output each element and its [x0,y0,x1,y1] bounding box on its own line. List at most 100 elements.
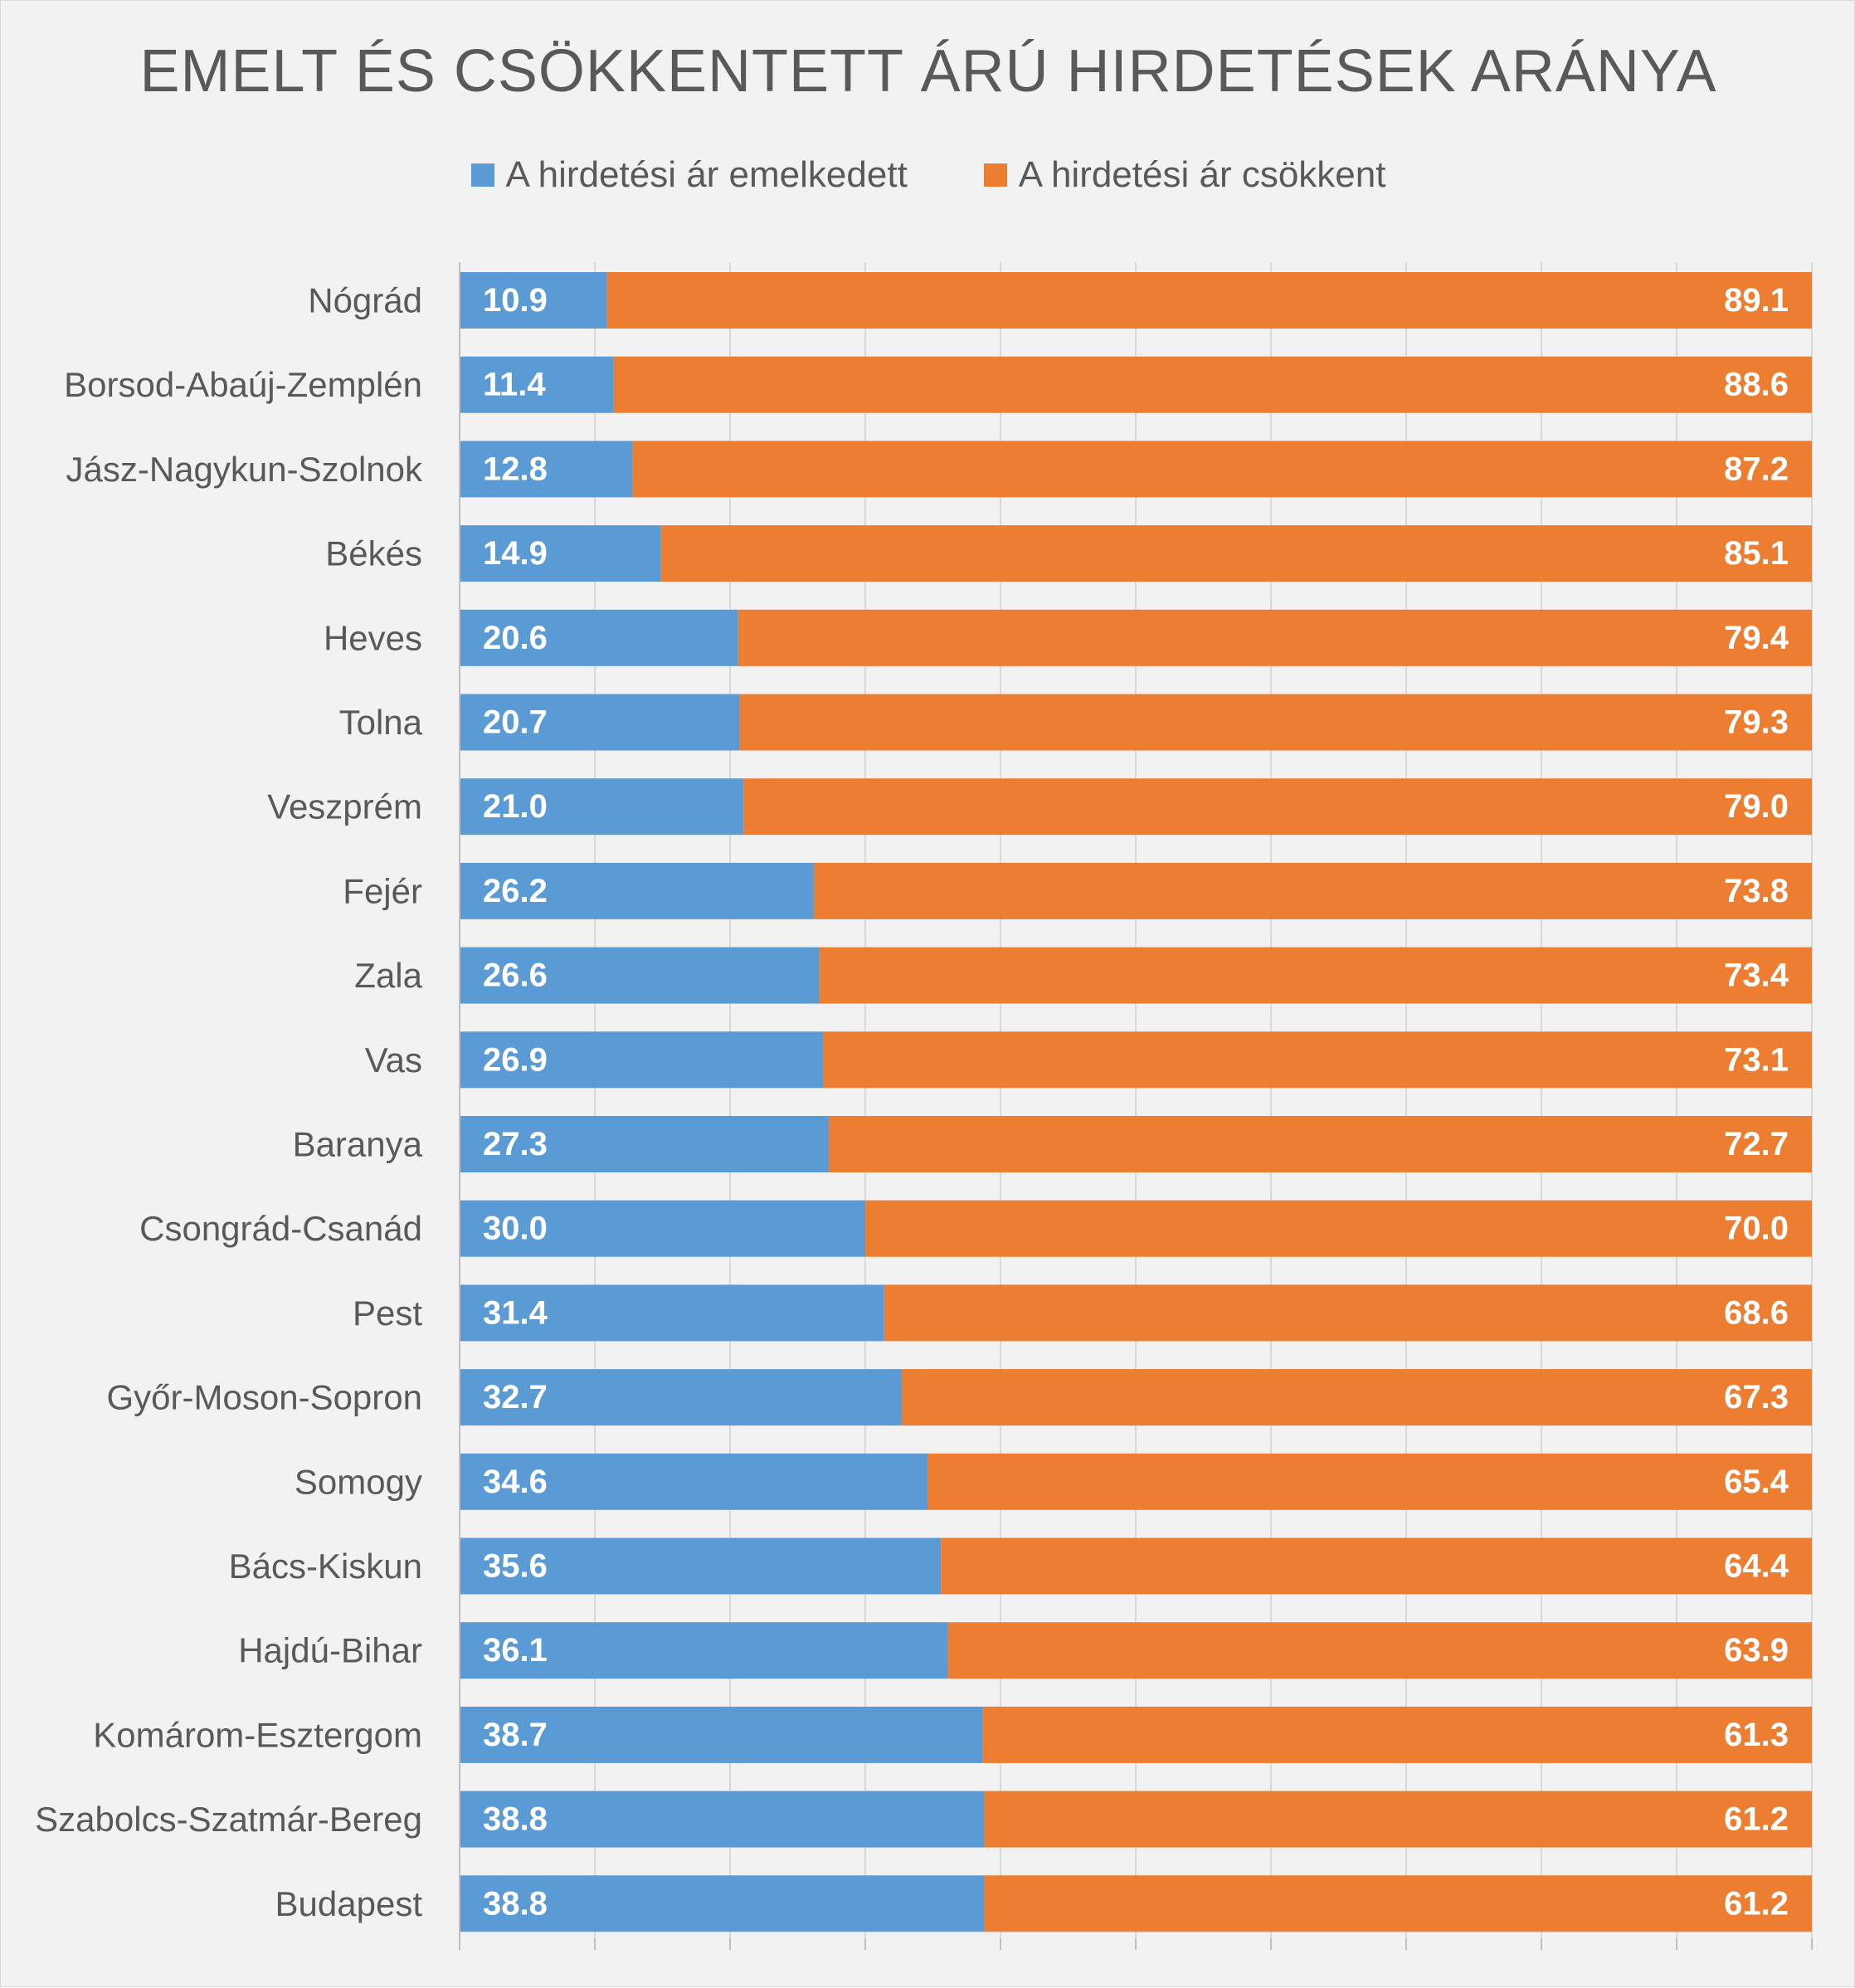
data-label-decreased: 88.6 [1724,367,1789,403]
bar-decreased [632,441,1812,498]
bar-decreased [902,1369,1812,1426]
chart-title: EMELT ÉS CSÖKKENTETT ÁRÚ HIRDETÉSEK ARÁN… [139,38,1717,105]
category-label: Komárom-Esztergom [93,1715,422,1754]
bar-decreased [606,272,1813,329]
bar-decreased [984,1791,1812,1848]
bar-increased [460,778,744,836]
data-label-decreased: 89.1 [1724,282,1789,319]
data-label-decreased: 70.0 [1724,1211,1789,1247]
category-label: Békés [325,534,422,573]
category-label: Vas [365,1040,422,1079]
bar-decreased [865,1200,1812,1257]
category-label: Győr-Moson-Sopron [107,1378,422,1417]
bar-decreased [613,356,1812,413]
data-label-decreased: 61.2 [1724,1801,1789,1838]
category-label: Baranya [293,1125,423,1164]
bar-decreased [941,1537,1812,1595]
bar-increased [460,1200,865,1257]
data-label-decreased: 73.8 [1724,873,1789,909]
bar-increased [460,525,661,582]
category-label: Fejér [343,871,422,910]
bar-increased [460,356,614,413]
data-label-increased: 26.9 [483,1041,548,1078]
category-label: Borsod-Abaúj-Zemplén [64,365,422,404]
data-label-increased: 20.7 [483,704,548,741]
category-label: Hajdú-Bihar [238,1631,422,1670]
data-label-decreased: 79.4 [1724,620,1789,656]
bar-increased [460,1453,928,1510]
bar-decreased [927,1453,1812,1510]
data-label-decreased: 68.6 [1724,1294,1789,1331]
data-label-decreased: 61.3 [1724,1717,1789,1753]
data-label-decreased: 85.1 [1724,535,1789,572]
data-label-increased: 30.0 [483,1211,548,1247]
bar-decreased [823,1031,1812,1089]
legend-label-decreased: A hirdetési ár csökkent [1018,154,1386,195]
bar-increased [460,862,815,919]
category-label: Csongrád-Csanád [139,1209,422,1248]
legend-label-increased: A hirdetési ár emelkedett [505,154,908,195]
category-label: Jász-Nagykun-Szolnok [66,450,423,489]
data-label-increased: 20.6 [483,620,548,656]
bar-decreased [828,1116,1812,1172]
category-label: Nógrád [308,281,422,320]
legend-item-decreased: A hirdetési ár csökkent [983,154,1386,196]
bar-decreased [814,862,1812,919]
bar-decreased [819,947,1812,1004]
bar-decreased [738,609,1812,666]
data-label-decreased: 64.4 [1724,1548,1789,1585]
category-label: Veszprém [267,787,422,826]
data-label-increased: 36.1 [483,1632,548,1669]
legend-swatch-increased [470,163,494,187]
data-label-decreased: 79.0 [1724,788,1789,825]
bar-increased [460,609,738,666]
data-label-increased: 10.9 [483,282,548,319]
category-label: Budapest [275,1884,423,1923]
legend-swatch-decreased [983,163,1007,187]
bar-decreased [743,778,1812,836]
data-label-increased: 12.8 [483,451,548,487]
bar-increased [460,1537,942,1595]
data-label-increased: 35.6 [483,1548,548,1585]
legend: A hirdetési ár emelkedett A hirdetési ár… [1,154,1855,196]
bar-increased [460,1284,884,1342]
data-label-increased: 38.7 [483,1717,548,1753]
category-label: Somogy [295,1462,422,1501]
category-label: Pest [353,1294,422,1333]
bar-decreased [884,1284,1812,1342]
bar-increased [460,1706,983,1763]
category-label: Szabolcs-Szatmár-Bereg [35,1800,422,1839]
bar-increased [460,441,633,498]
data-label-increased: 27.3 [483,1126,548,1162]
bar-increased [460,1622,948,1679]
data-label-increased: 26.6 [483,957,548,994]
legend-item-increased: A hirdetési ár emelkedett [470,154,908,196]
bar-decreased [984,1875,1812,1932]
bar-increased [460,694,740,751]
data-label-increased: 26.2 [483,873,548,909]
data-label-decreased: 73.4 [1724,957,1789,994]
bar-decreased [660,525,1812,582]
data-label-increased: 38.8 [483,1885,548,1922]
bar-increased [460,272,607,329]
data-label-increased: 34.6 [483,1464,548,1500]
data-label-decreased: 87.2 [1724,451,1789,487]
data-label-decreased: 61.2 [1724,1885,1789,1922]
bar-decreased [947,1622,1812,1679]
data-label-increased: 32.7 [483,1379,548,1415]
bar-decreased [739,694,1813,751]
data-label-decreased: 73.1 [1724,1041,1789,1078]
bar-increased [460,1875,985,1932]
data-label-increased: 31.4 [483,1294,548,1331]
data-label-increased: 11.4 [483,367,546,403]
data-label-increased: 21.0 [483,788,548,825]
data-label-decreased: 72.7 [1724,1126,1789,1162]
bar-increased [460,1116,829,1172]
bar-increased [460,947,820,1004]
data-label-increased: 14.9 [483,535,548,572]
bar-increased [460,1791,985,1848]
category-label: Heves [324,618,422,657]
data-label-decreased: 79.3 [1724,704,1789,741]
data-label-increased: 38.8 [483,1801,548,1838]
